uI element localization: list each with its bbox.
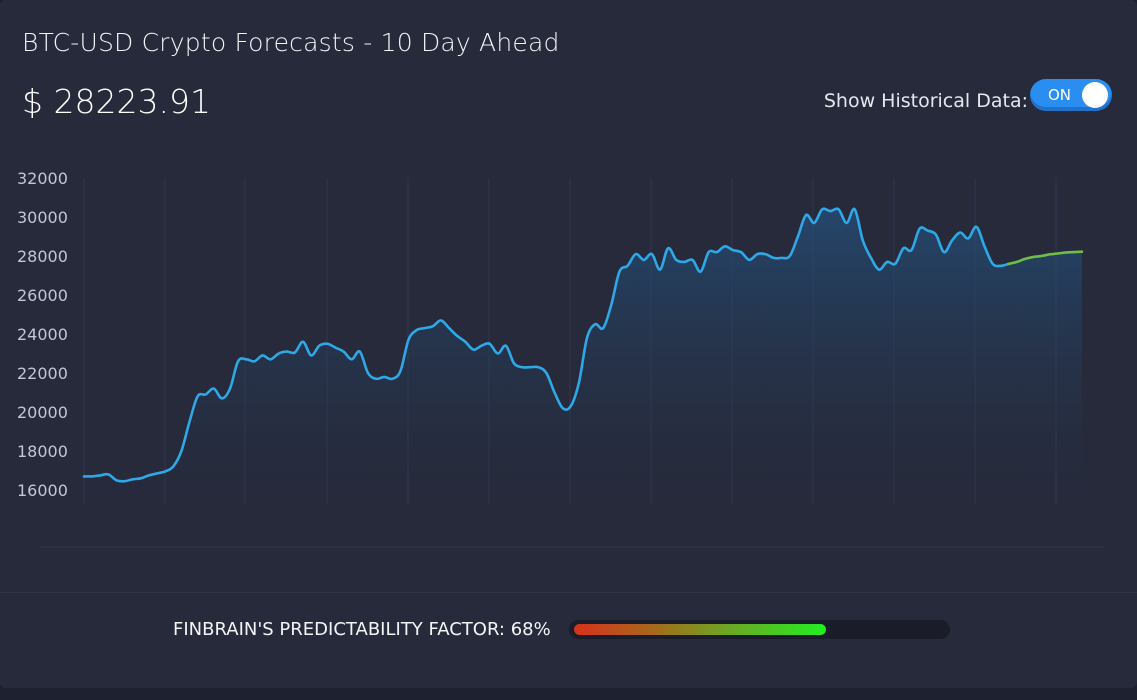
y-tick-label: 32000 [17, 169, 68, 188]
forecast-price-line [1007, 250, 1084, 266]
predictability-bar [568, 620, 950, 639]
toggle-state-text: ON [1048, 86, 1072, 104]
historical-toggle-label: Show Historical Data: [823, 90, 1028, 112]
page-title: BTC-USD Crypto Forecasts - 10 Day Ahead [22, 28, 560, 57]
y-tick-label: 16000 [17, 481, 68, 500]
historical-data-toggle[interactable]: ON [1030, 79, 1112, 111]
predictability-bar-fill [573, 624, 826, 635]
y-tick-label: 28000 [17, 247, 68, 266]
historical-area [84, 208, 1082, 505]
y-tick-label: 30000 [17, 208, 68, 227]
toggle-knob [1082, 82, 1108, 108]
divider [0, 592, 1137, 593]
historical-toggle-group: Show Historical Data: ON [823, 79, 1112, 112]
y-tick-label: 18000 [17, 442, 68, 461]
y-tick-label: 26000 [17, 286, 68, 305]
y-tick-label: 24000 [17, 325, 68, 344]
price-chart: 32000 30000 28000 26000 24000 22000 20000 18000… [17, 169, 1105, 548]
historical-price-line [82, 207, 1011, 483]
predictability-label: FINBRAIN'S PREDICTABILITY FACTOR: 68% [173, 619, 551, 640]
y-tick-label: 22000 [17, 364, 68, 383]
y-tick-label: 20000 [17, 403, 68, 422]
current-price: $ 28223.91 [22, 82, 211, 121]
predictability-row: FINBRAIN'S PREDICTABILITY FACTOR: 68% [173, 619, 950, 640]
